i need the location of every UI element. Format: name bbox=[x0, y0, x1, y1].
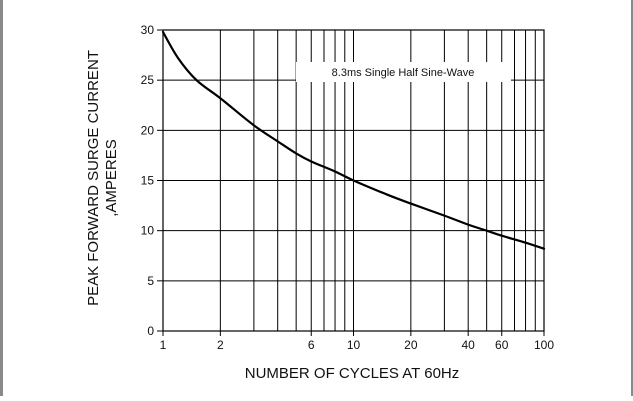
y-axis-label-line1: PEAK FORWARD SURGE CURRENT bbox=[85, 50, 102, 306]
x-tick-label: 1 bbox=[160, 338, 167, 352]
series-line bbox=[161, 30, 546, 250]
y-tick-label: 20 bbox=[141, 123, 155, 137]
x-tick-label: 2 bbox=[217, 338, 224, 352]
axes bbox=[157, 29, 545, 336]
y-tick-label: 10 bbox=[141, 224, 155, 238]
x-tick-labels: 1 2 6 10 20 40 60 100 bbox=[160, 338, 555, 352]
y-axis-label-line2: ,AMPERES bbox=[103, 139, 120, 217]
x-tick-label: 40 bbox=[462, 338, 476, 352]
y-tick-label: 0 bbox=[147, 324, 154, 338]
y-tick-label: 25 bbox=[141, 73, 155, 87]
annotation-text: 8.3ms Single Half Sine-Wave bbox=[332, 67, 475, 79]
x-tick-label: 60 bbox=[495, 338, 509, 352]
x-tick-label: 20 bbox=[404, 338, 418, 352]
series-layer bbox=[161, 30, 546, 250]
x-tick-label: 100 bbox=[534, 338, 554, 352]
y-tick-label: 5 bbox=[147, 274, 154, 288]
x-tick-label: 10 bbox=[347, 338, 361, 352]
x-axis-label: NUMBER OF CYCLES AT 60Hz bbox=[245, 365, 460, 382]
y-tick-label: 15 bbox=[141, 174, 155, 188]
y-tick-label: 30 bbox=[141, 23, 155, 37]
y-tick-labels: 0 5 10 15 20 25 30 bbox=[141, 23, 155, 338]
surge-current-chart: 8.3ms Single Half Sine-Wave 1 2 6 10 20 40 60 1… bbox=[85, 23, 555, 382]
x-tick-label: 6 bbox=[308, 338, 315, 352]
annotation-box bbox=[296, 62, 511, 82]
